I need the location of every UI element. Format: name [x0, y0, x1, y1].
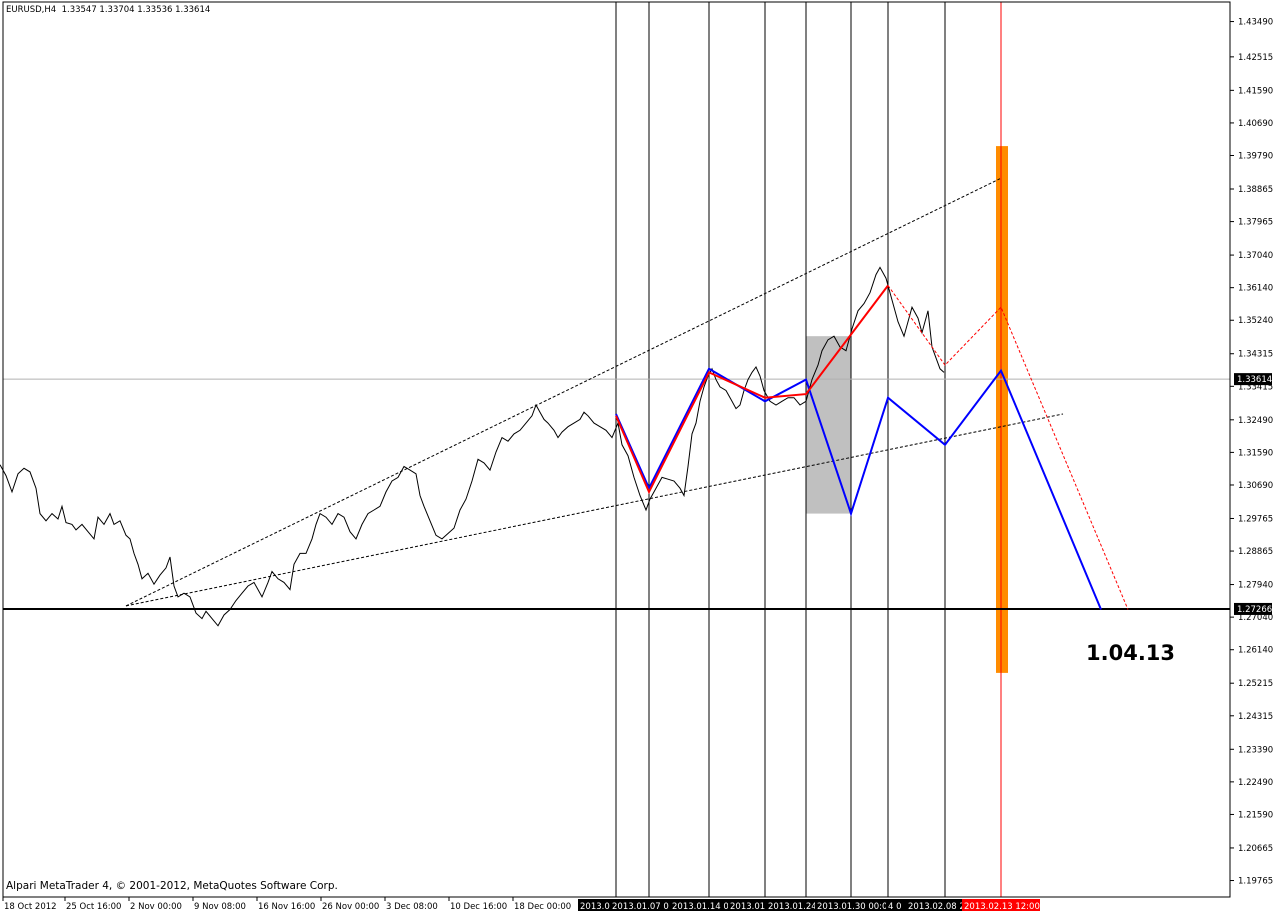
channel-upper-line — [125, 178, 1001, 607]
x-highlight-label-5: 2013.01.30 00:00 — [817, 902, 893, 912]
current-price-tag-label: 1.33614 — [1237, 375, 1272, 385]
x-tick-label-3: 9 Nov 08:00 — [194, 902, 246, 912]
x-highlight-label-4: 2013.01.24 — [768, 902, 817, 912]
x-highlight-box-1 — [610, 899, 670, 911]
x-tick-label-2: 2 Nov 00:00 — [130, 902, 182, 912]
y-tick-label-3: 1.40690 — [1238, 119, 1273, 129]
y-tick-label-13: 1.31590 — [1238, 448, 1273, 458]
y-tick-label-8: 1.36140 — [1238, 284, 1273, 294]
x-tick-label-5: 26 Nov 00:00 — [322, 902, 379, 912]
orange-forecast-bar — [996, 146, 1008, 673]
y-tick-label-23: 1.22490 — [1238, 778, 1273, 788]
y-tick-label-21: 1.24315 — [1238, 712, 1273, 722]
y-tick-label-6: 1.37965 — [1238, 218, 1273, 228]
y-tick-label-2: 1.41590 — [1238, 86, 1273, 96]
y-tick-label-0: 1.43490 — [1238, 18, 1273, 28]
chart-header: EURUSD,H4 1.33547 1.33704 1.33536 1.3361… — [6, 5, 210, 15]
y-tick-label-14: 1.30690 — [1238, 481, 1273, 491]
x-highlight-label-6: 4 0 — [888, 902, 902, 912]
y-tick-label-11: 1.33415 — [1238, 382, 1273, 392]
red-dashed-projection — [887, 285, 1129, 610]
y-tick-label-20: 1.25215 — [1238, 679, 1273, 689]
x-highlight-label-2: 2013.01.14 0 — [672, 902, 729, 912]
x-highlight-box-4 — [766, 899, 815, 911]
red-pattern-path — [615, 284, 889, 495]
x-tick-label-1: 25 Oct 16:00 — [66, 902, 121, 912]
y-tick-label-18: 1.27040 — [1238, 613, 1273, 623]
current-price-tag — [1234, 373, 1272, 386]
copyright-text: Alpari MetaTrader 4, © 2001-2012, MetaQu… — [6, 880, 338, 892]
x-tick-label-6: 3 Dec 08:00 — [386, 902, 438, 912]
axes-layer: 1.43490 1.42515 1.41590 1.40690 1.39790 1.388… — [2, 18, 1273, 912]
x-highlight-box-7 — [906, 899, 962, 911]
ohlc-values: 1.33547 1.33704 1.33536 1.33614 — [61, 5, 211, 15]
plot-frame — [2, 1, 1231, 898]
channel-lower-line — [125, 413, 1064, 607]
y-tick-label-22: 1.23390 — [1238, 745, 1273, 755]
x-tick-label-8: 18 Dec 00:00 — [514, 902, 571, 912]
x-highlight-label-1: 2013.01.07 0 — [612, 902, 669, 912]
y-tick-label-25: 1.20665 — [1238, 844, 1273, 854]
x-tick-label-4: 16 Nov 16:00 — [258, 902, 315, 912]
x-tick-label-7: 10 Dec 16:00 — [450, 902, 507, 912]
price-series-line — [0, 266, 945, 627]
y-tick-label-7: 1.37040 — [1238, 251, 1273, 261]
x-highlight-label-3: 2013.01. — [730, 902, 768, 912]
y-tick-label-19: 1.26140 — [1238, 646, 1273, 656]
y-tick-label-12: 1.32490 — [1238, 416, 1273, 426]
x-highlight-box-2 — [670, 899, 728, 911]
lines-layer — [3, 178, 1230, 610]
y-tick-label-10: 1.34315 — [1238, 350, 1273, 360]
x-red-box — [962, 899, 1040, 911]
y-tick-label-24: 1.21590 — [1238, 810, 1273, 820]
x-highlight-label-7: 2013.02.08 2 — [908, 902, 965, 912]
symbol-label: EURUSD,H4 — [6, 5, 57, 15]
y-tick-label-5: 1.38865 — [1238, 185, 1273, 195]
y-tick-label-1: 1.42515 — [1238, 53, 1273, 63]
price-series-layer — [0, 266, 945, 627]
y-tick-label-26: 1.19765 — [1238, 877, 1273, 887]
x-highlight-box-0 — [578, 899, 610, 911]
x-highlight-box-3 — [728, 899, 766, 911]
pattern-paths-layer — [615, 284, 1129, 610]
y-tick-label-16: 1.28865 — [1238, 547, 1273, 557]
support-level-tag — [1234, 602, 1272, 615]
y-tick-label-9: 1.35240 — [1238, 316, 1273, 326]
y-tick-label-17: 1.27940 — [1238, 581, 1273, 591]
x-highlight-box-5 — [815, 899, 886, 911]
x-red-label: 2013.02.13 12:00 — [964, 902, 1040, 912]
support-level-tag-label: 1.27266 — [1237, 605, 1272, 615]
x-highlight-label-0: 2013.0 — [580, 902, 610, 912]
blue-pattern-path — [615, 367, 1102, 610]
y-tick-label-15: 1.29765 — [1238, 514, 1273, 524]
forecast-date-label: 1.04.13 — [1086, 641, 1176, 665]
x-tick-label-0: 18 Oct 2012 — [4, 902, 57, 912]
y-tick-label-4: 1.39790 — [1238, 152, 1273, 162]
x-highlight-box-6 — [886, 899, 906, 911]
